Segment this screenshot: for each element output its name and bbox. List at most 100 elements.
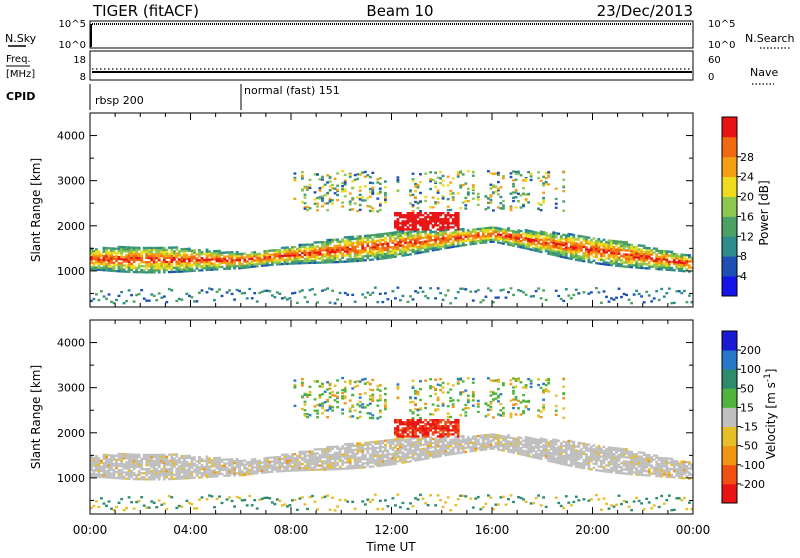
velocity-cell [175,478,178,480]
power-cell [663,258,666,260]
power-cell [424,247,427,249]
velocity-cell [256,468,259,470]
power-cell [133,267,136,269]
velocity-cell [296,455,299,457]
power-cell [261,261,264,263]
power-cell [268,256,271,258]
velocity-cell [319,458,322,460]
velocity-cell [170,478,173,480]
power-cell [361,196,364,198]
power-cell [537,177,540,179]
power-cell [522,237,525,239]
power-cell [309,256,312,258]
power-cell [120,264,123,266]
power-cell [477,196,480,198]
power-cell [417,291,420,293]
power-cell [635,290,638,292]
velocity-cell [145,478,148,480]
velocity-cell [261,468,264,470]
velocity-cell [191,471,194,473]
velocity-cell [452,453,455,455]
velocity-cell [389,453,392,455]
power-cell [640,251,643,253]
power-cell [376,252,379,254]
velocity-cell [145,458,148,460]
velocity-cell [160,474,163,476]
velocity-cell [444,438,447,440]
power-cell [412,220,415,222]
velocity-cell [407,508,410,510]
power-cell [153,257,156,259]
velocity-cell [454,446,457,448]
power-cell [635,252,638,254]
velocity-cell [186,455,189,457]
power-cell [442,235,445,237]
power-cell [324,249,327,251]
velocity-cell [424,456,427,458]
power-cell [105,249,108,251]
power-cell [253,255,256,257]
velocity-cell [133,474,136,476]
power-cell [598,240,601,242]
power-cell [572,236,575,238]
power-cell [457,212,460,214]
velocity-cell [253,460,256,462]
power-cell [495,237,498,239]
power-cell [364,235,367,237]
power-cell [560,256,563,258]
velocity-cell [427,455,430,457]
velocity-cell [432,431,435,433]
power-cell [422,214,425,216]
power-cell [432,243,435,245]
power-cell [371,240,374,242]
nsearch-right-tick-top: 10^5 [708,19,735,30]
power-cell [520,236,523,238]
power-cell [354,202,357,204]
power-cell [588,257,591,259]
power-cell [341,255,344,257]
velocity-cell [454,425,457,427]
velocity-cell [175,470,178,472]
velocity-cell [188,471,191,473]
velocity-cell [361,466,364,468]
power-cell [500,196,503,198]
velocity-cell [130,462,133,464]
power-cell [479,240,482,242]
power-cell [110,270,113,272]
velocity-cell [427,427,430,429]
velocity-cell [354,386,357,388]
power-cell [163,257,166,259]
velocity-cell [284,468,287,470]
velocity-cell [387,452,390,454]
power-cell [560,243,563,245]
velocity-cell [412,429,415,431]
velocity-cell [442,506,445,508]
power-cell [153,295,156,297]
power-cell [557,243,560,245]
power-cell [284,261,287,263]
power-cell [467,200,470,202]
power-cell [555,198,558,200]
power-cell [507,291,510,293]
power-cell [399,233,402,235]
power-cell [175,261,178,263]
power-cell [530,173,533,175]
velocity-cell [294,453,297,455]
power-cell [384,292,387,294]
velocity-cell [196,474,199,476]
velocity-cell [133,472,136,474]
power-cell [595,240,598,242]
power-cell [188,262,191,264]
velocity-cell [349,399,352,401]
velocity-cell [228,464,231,466]
power-cell [540,245,543,247]
velocity-cell [148,464,151,466]
power-cell [427,222,430,224]
power-cell [683,258,686,260]
power-cell [231,253,234,255]
velocity-cell [432,452,435,454]
power-cell [289,250,292,252]
power-cell [633,250,636,252]
power-cell [437,224,440,226]
power-cell [371,250,374,252]
